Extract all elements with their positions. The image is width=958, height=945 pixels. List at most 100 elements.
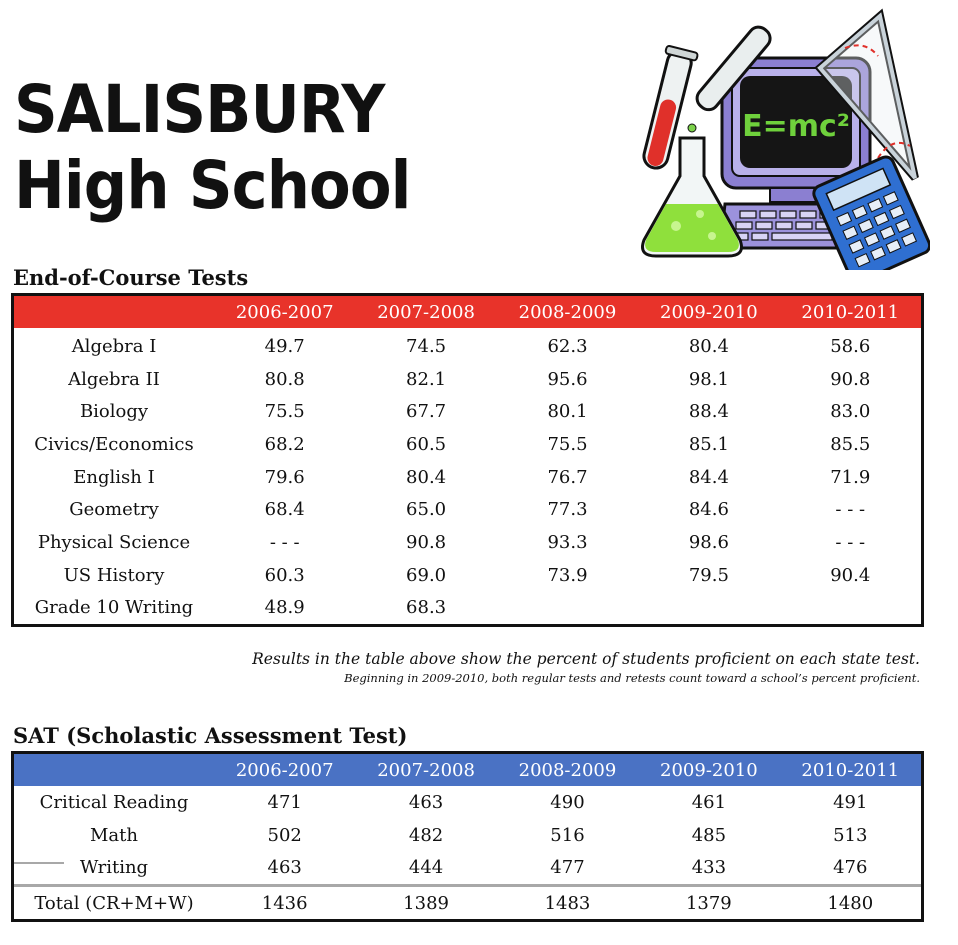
value-cell: 76.7 xyxy=(547,466,588,488)
triangle-ruler-icon xyxy=(814,8,919,181)
value-cell: 58.6 xyxy=(830,335,871,357)
flask-icon xyxy=(641,136,743,258)
value-cell: 90.4 xyxy=(830,564,871,586)
value-cell: 461 xyxy=(691,791,727,813)
value-cell: 62.3 xyxy=(547,335,588,357)
value-cell xyxy=(638,592,779,625)
value-cell: 82.1 xyxy=(406,368,447,390)
value-cell: - - - xyxy=(835,499,866,521)
eoc-header-subject xyxy=(14,296,214,328)
eoc-year-header: 2006-2007 xyxy=(235,301,334,323)
value-cell: 75.5 xyxy=(547,433,588,455)
value-cell: 84.4 xyxy=(688,466,729,488)
subject-cell: Biology xyxy=(79,401,149,423)
science-clipart: E=mc² xyxy=(641,8,930,270)
note-line1: Results in the table above show the perc… xyxy=(252,650,920,668)
sat-year-header: 2008-2009 xyxy=(518,759,617,781)
value-cell: 67.7 xyxy=(406,401,447,423)
value-cell: 433 xyxy=(691,857,727,879)
value-cell: 75.5 xyxy=(264,401,305,423)
table-row: Physical Science - - - 90.8 93.3 98.6 - … xyxy=(14,526,921,559)
school-name-line1: SALISBURY xyxy=(14,71,385,148)
value-cell: 502 xyxy=(267,824,302,846)
eoc-year-header: 2009-2010 xyxy=(660,301,758,323)
subject-cell: Writing xyxy=(79,857,149,879)
notes: Results in the table above show the perc… xyxy=(252,648,920,686)
value-cell: 1436 xyxy=(214,884,356,920)
computer-icon: E=mc² xyxy=(718,56,905,250)
sat-header-subject xyxy=(14,754,214,786)
subject-cell: Critical Reading xyxy=(39,791,189,813)
value-cell: 83.0 xyxy=(830,401,871,423)
value-cell: 490 xyxy=(550,791,585,813)
value-cell: 68.4 xyxy=(264,499,305,521)
value-cell: 1480 xyxy=(779,884,921,920)
eoc-heading: End-of-Course Tests xyxy=(13,265,249,290)
subject-cell: Civics/Economics xyxy=(34,433,194,455)
sat-table: 2006-2007 2007-2008 2008-2009 2009-2010 … xyxy=(14,754,921,920)
subject-cell: Math xyxy=(90,824,138,846)
value-cell: 482 xyxy=(408,824,444,846)
value-cell: 93.3 xyxy=(547,531,588,553)
value-cell: 85.1 xyxy=(688,433,729,455)
value-cell: 95.6 xyxy=(547,368,588,390)
table-row: Critical Reading 471 463 490 461 491 xyxy=(14,786,921,819)
value-cell: 463 xyxy=(267,857,302,879)
table-row: Civics/Economics 68.2 60.5 75.5 85.1 85.… xyxy=(14,428,921,461)
table-row: Geometry 68.4 65.0 77.3 84.6 - - - xyxy=(14,493,921,526)
value-cell: 90.8 xyxy=(830,368,871,390)
value-cell: 485 xyxy=(691,824,727,846)
school-name-line2: High School xyxy=(14,147,411,224)
value-cell: 513 xyxy=(833,824,868,846)
table-row: Grade 10 Writing 48.9 68.3 xyxy=(14,592,921,625)
subject-cell: Grade 10 Writing xyxy=(34,597,194,619)
value-cell: 444 xyxy=(408,857,444,879)
subject-cell: Physical Science xyxy=(37,531,191,553)
table-row: Biology 75.5 67.7 80.1 88.4 83.0 xyxy=(14,395,921,428)
value-cell: 85.5 xyxy=(830,433,871,455)
eoc-table: 2006-2007 2007-2008 2008-2009 2009-2010 … xyxy=(14,296,921,624)
subject-cell: Geometry xyxy=(69,499,159,521)
table-row: English I 79.6 80.4 76.7 84.4 71.9 xyxy=(14,461,921,494)
value-cell xyxy=(497,592,638,625)
value-cell: 60.5 xyxy=(406,433,447,455)
value-cell: 68.2 xyxy=(264,433,305,455)
value-cell: 88.4 xyxy=(688,401,729,423)
value-cell: 80.8 xyxy=(264,368,305,390)
subject-cell: English I xyxy=(73,466,155,488)
table-row: Algebra I 49.7 74.5 62.3 80.4 58.6 xyxy=(14,328,921,363)
subject-cell: US History xyxy=(63,564,165,586)
eoc-year-header: 2007-2008 xyxy=(377,301,475,323)
eoc-year-header: 2010-2011 xyxy=(801,301,900,323)
value-cell: 79.6 xyxy=(264,466,305,488)
sat-year-header: 2009-2010 xyxy=(660,759,758,781)
sat-heading: SAT (Scholastic Assessment Test) xyxy=(13,723,408,748)
table-row: Math 502 482 516 485 513 xyxy=(14,819,921,852)
value-cell: 49.7 xyxy=(264,335,305,357)
value-cell xyxy=(780,592,921,625)
sat-year-header: 2010-2011 xyxy=(801,759,900,781)
value-cell: 471 xyxy=(267,791,302,813)
value-cell: 69.0 xyxy=(406,564,447,586)
calculator-icon xyxy=(812,155,930,270)
eoc-header-row: 2006-2007 2007-2008 2008-2009 2009-2010 … xyxy=(14,296,921,328)
value-cell: 491 xyxy=(833,791,868,813)
subject-cell: Algebra I xyxy=(71,335,157,357)
value-cell: 1379 xyxy=(638,884,780,920)
table-row: Writing 463 444 477 433 476 xyxy=(14,851,921,885)
value-cell: 80.4 xyxy=(406,466,447,488)
value-cell: 60.3 xyxy=(264,564,305,586)
value-cell: 68.3 xyxy=(406,597,447,619)
sat-header-row: 2006-2007 2007-2008 2008-2009 2009-2010 … xyxy=(14,754,921,786)
value-cell: 98.6 xyxy=(688,531,729,553)
table-row: US History 60.3 69.0 73.9 79.5 90.4 xyxy=(14,559,921,592)
value-cell: 477 xyxy=(550,857,585,879)
sat-table-box: 2006-2007 2007-2008 2008-2009 2009-2010 … xyxy=(11,751,924,923)
school-title: SALISBURY High School xyxy=(14,72,411,224)
test-tube-icon xyxy=(642,45,699,170)
value-cell: 80.4 xyxy=(688,335,729,357)
value-cell: 77.3 xyxy=(547,499,588,521)
value-cell: 74.5 xyxy=(406,335,447,357)
value-cell: 476 xyxy=(833,857,868,879)
value-cell: 516 xyxy=(550,824,585,846)
